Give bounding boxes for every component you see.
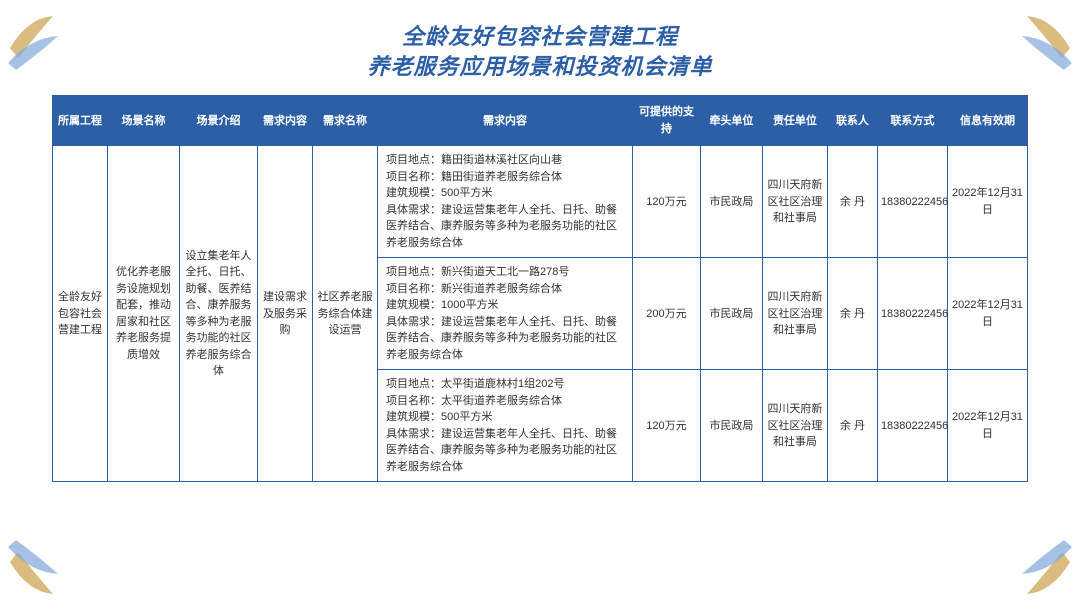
cell-content: 项目地点：太平街道鹿林村1组202号项目名称：太平街道养老服务综合体建筑规模：5… <box>377 370 632 482</box>
cell-phone: 18380222456 <box>877 370 947 482</box>
page-title: 全龄友好包容社会营建工程 养老服务应用场景和投资机会清单 <box>0 0 1080 95</box>
cell-valid: 2022年12月31日 <box>947 146 1027 258</box>
th-scene-name: 场景名称 <box>108 96 180 146</box>
cell-content: 项目地点：籍田街道林溪社区向山巷项目名称：籍田街道养老服务综合体建筑规模：500… <box>377 146 632 258</box>
cell-lead-unit: 市民政局 <box>700 258 762 370</box>
table-header-row: 所属工程 场景名称 场景介绍 需求内容 需求名称 需求内容 可提供的支持 牵头单… <box>53 96 1028 146</box>
cell-valid: 2022年12月31日 <box>947 258 1027 370</box>
table-row: 全龄友好包容社会营建工程 优化养老服务设施规划配套，推动居家和社区养老服务提质增… <box>53 146 1028 258</box>
cell-scene-name: 优化养老服务设施规划配套，推动居家和社区养老服务提质增效 <box>108 146 180 482</box>
cell-contact: 余 丹 <box>827 370 877 482</box>
cell-content: 项目地点：新兴街道天工北一路278号项目名称：新兴街道养老服务综合体建筑规模：1… <box>377 258 632 370</box>
cell-resp-unit: 四川天府新区社区治理和社事局 <box>762 146 827 258</box>
title-line-1: 全龄友好包容社会营建工程 <box>0 22 1080 52</box>
cell-phone: 18380222456 <box>877 146 947 258</box>
th-project: 所属工程 <box>53 96 108 146</box>
corner-decoration-icon <box>8 522 88 602</box>
cell-contact: 余 丹 <box>827 146 877 258</box>
th-demand-type: 需求内容 <box>257 96 312 146</box>
th-resp-unit: 责任单位 <box>762 96 827 146</box>
cell-support: 120万元 <box>632 146 700 258</box>
cell-resp-unit: 四川天府新区社区治理和社事局 <box>762 370 827 482</box>
table-container: 所属工程 场景名称 场景介绍 需求内容 需求名称 需求内容 可提供的支持 牵头单… <box>52 95 1028 482</box>
cell-support: 200万元 <box>632 258 700 370</box>
corner-decoration-icon <box>992 522 1072 602</box>
cell-lead-unit: 市民政局 <box>700 146 762 258</box>
th-demand-name: 需求名称 <box>312 96 377 146</box>
investment-table: 所属工程 场景名称 场景介绍 需求内容 需求名称 需求内容 可提供的支持 牵头单… <box>52 95 1028 482</box>
cell-demand-type: 建设需求及服务采购 <box>257 146 312 482</box>
cell-phone: 18380222456 <box>877 258 947 370</box>
th-scene-intro: 场景介绍 <box>179 96 257 146</box>
cell-contact: 余 丹 <box>827 258 877 370</box>
table-body: 全龄友好包容社会营建工程 优化养老服务设施规划配套，推动居家和社区养老服务提质增… <box>53 146 1028 482</box>
cell-demand-name: 社区养老服务综合体建设运营 <box>312 146 377 482</box>
cell-lead-unit: 市民政局 <box>700 370 762 482</box>
cell-scene-intro: 设立集老年人全托、日托、助餐、医养结合、康养服务等多种为老服务功能的社区养老服务… <box>179 146 257 482</box>
th-valid: 信息有效期 <box>947 96 1027 146</box>
cell-support: 120万元 <box>632 370 700 482</box>
title-line-2: 养老服务应用场景和投资机会清单 <box>0 52 1080 82</box>
cell-valid: 2022年12月31日 <box>947 370 1027 482</box>
th-contact: 联系人 <box>827 96 877 146</box>
cell-resp-unit: 四川天府新区社区治理和社事局 <box>762 258 827 370</box>
th-phone: 联系方式 <box>877 96 947 146</box>
cell-project: 全龄友好包容社会营建工程 <box>53 146 108 482</box>
th-demand-content: 需求内容 <box>377 96 632 146</box>
th-lead-unit: 牵头单位 <box>700 96 762 146</box>
th-support: 可提供的支持 <box>632 96 700 146</box>
